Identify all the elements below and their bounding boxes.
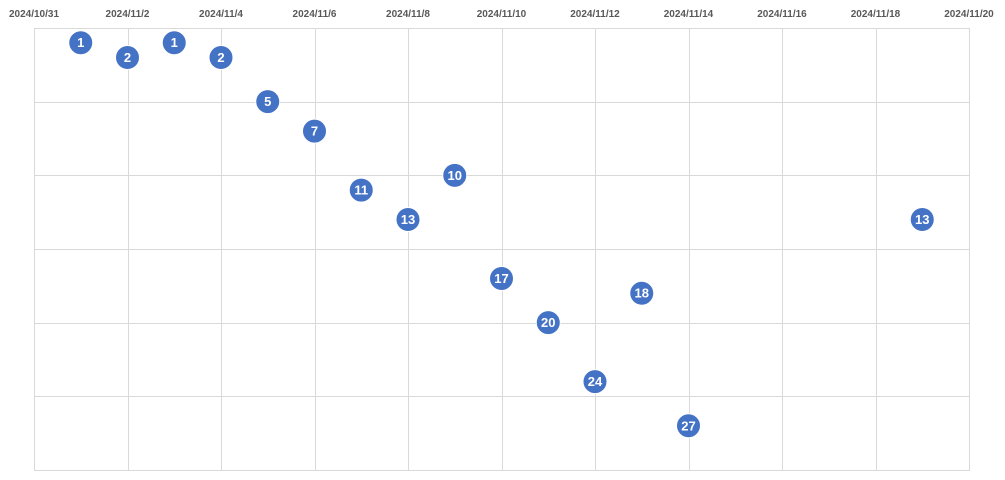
data-point-label: 27 <box>681 418 695 433</box>
data-point: 1 <box>68 30 94 56</box>
data-point-label: 17 <box>494 271 508 286</box>
data-point-marker <box>489 265 514 291</box>
x-tick-label: 2024/11/2 <box>106 9 150 20</box>
data-point-marker <box>348 177 374 203</box>
x-tick-label: 2024/10/31 <box>9 9 59 20</box>
data-point-label: 10 <box>448 168 462 183</box>
data-point-label: 1 <box>171 35 178 50</box>
x-tick-label: 2024/11/8 <box>386 9 430 20</box>
data-point: 2 <box>115 44 140 70</box>
x-tick-label: 2024/11/12 <box>570 9 620 20</box>
data-point-label: 18 <box>635 286 649 301</box>
x-tick-label: 2024/11/16 <box>757 9 807 20</box>
x-tick-label: 2024/11/4 <box>199 9 243 20</box>
data-points: 1 2 1 2 5 7 11 13 10 17 20 24 18 27 13 <box>68 30 935 439</box>
data-point-label: 5 <box>264 94 271 109</box>
x-tick-label: 2024/11/20 <box>944 9 994 20</box>
data-point: 20 <box>535 310 561 336</box>
data-point-label: 13 <box>401 212 415 227</box>
data-point: 24 <box>582 369 608 395</box>
x-tick-label: 2024/11/18 <box>851 9 901 20</box>
data-point-marker <box>582 369 608 395</box>
data-point: 17 <box>489 265 514 291</box>
data-point-marker <box>395 207 421 233</box>
data-point-marker <box>302 118 327 144</box>
data-point-marker <box>255 89 281 115</box>
data-point: 11 <box>348 177 374 203</box>
x-tick-label: 2024/11/14 <box>664 9 714 20</box>
data-point: 18 <box>629 280 655 306</box>
data-point: 10 <box>442 162 468 188</box>
data-point: 2 <box>208 44 234 70</box>
data-point-marker <box>68 30 94 56</box>
data-point-label: 24 <box>588 374 603 389</box>
data-point-label: 1 <box>77 35 84 50</box>
data-point: 7 <box>302 118 327 144</box>
data-point: 13 <box>395 207 421 233</box>
data-point: 5 <box>255 89 281 115</box>
plot-area <box>34 28 970 471</box>
data-point-label: 11 <box>354 183 368 198</box>
data-point-label: 20 <box>541 315 555 330</box>
data-point-marker <box>442 162 468 188</box>
data-point-label: 7 <box>311 124 318 139</box>
data-point-marker <box>629 280 655 306</box>
data-point-marker <box>909 207 935 233</box>
data-point-label: 13 <box>915 212 929 227</box>
data-point-marker <box>161 30 187 56</box>
x-axis-ticks: 2024/10/31 2024/11/2 2024/11/4 2024/11/6 202… <box>9 9 994 20</box>
data-point: 1 <box>161 30 187 56</box>
data-point: 13 <box>909 207 935 233</box>
data-point-marker <box>208 44 234 70</box>
data-point-label: 2 <box>217 50 224 65</box>
data-point-label: 2 <box>124 50 131 65</box>
data-point-marker <box>535 310 561 336</box>
grid <box>34 28 969 470</box>
data-point: 27 <box>676 413 701 439</box>
x-tick-label: 2024/11/6 <box>293 9 337 20</box>
data-point-marker <box>115 44 140 70</box>
data-point-marker <box>676 413 701 439</box>
x-tick-label: 2024/11/10 <box>477 9 527 20</box>
